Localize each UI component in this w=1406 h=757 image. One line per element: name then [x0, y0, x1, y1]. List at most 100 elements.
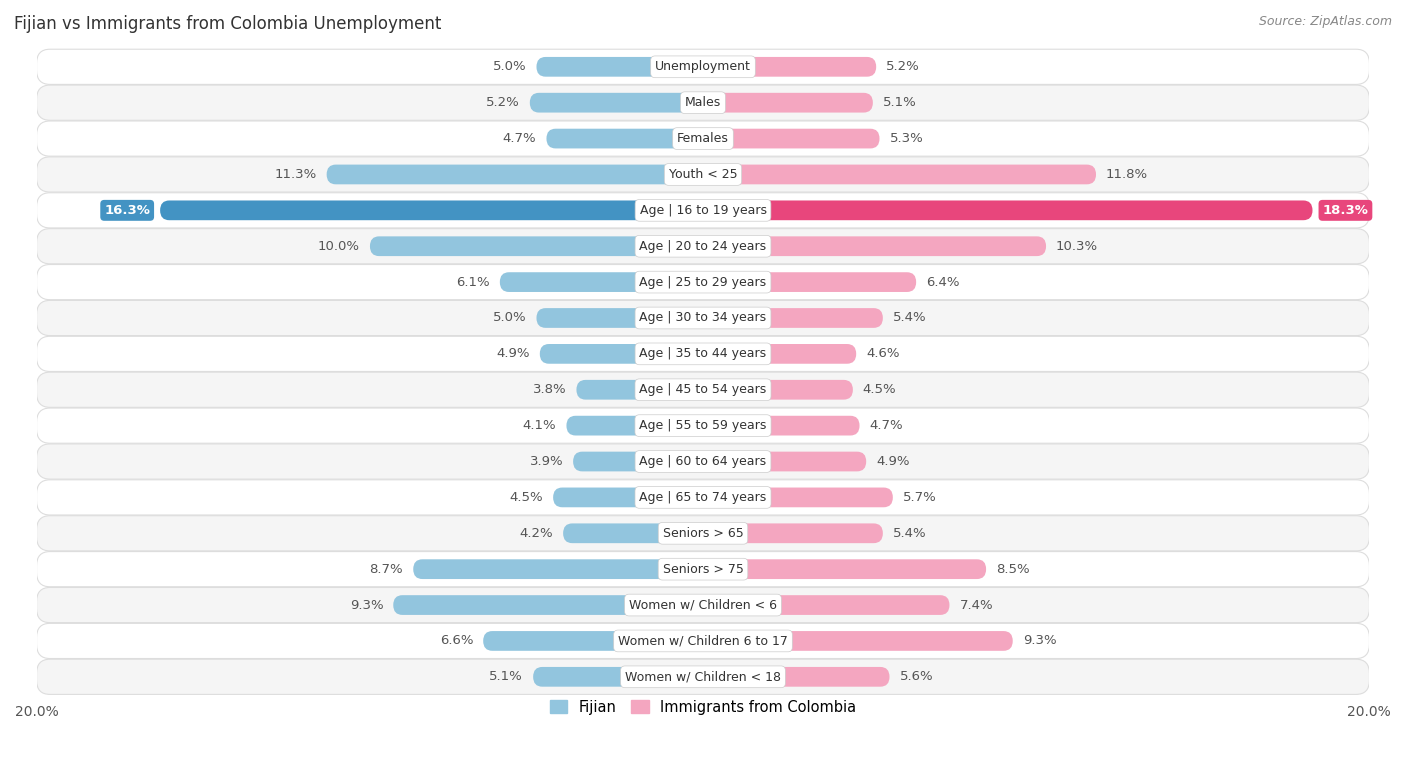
Text: Fijian vs Immigrants from Colombia Unemployment: Fijian vs Immigrants from Colombia Unemp… [14, 15, 441, 33]
Text: Age | 20 to 24 years: Age | 20 to 24 years [640, 240, 766, 253]
Text: 11.3%: 11.3% [274, 168, 316, 181]
FancyBboxPatch shape [703, 559, 986, 579]
FancyBboxPatch shape [160, 201, 703, 220]
FancyBboxPatch shape [574, 452, 703, 472]
Text: 4.9%: 4.9% [496, 347, 530, 360]
Text: Source: ZipAtlas.com: Source: ZipAtlas.com [1258, 15, 1392, 28]
FancyBboxPatch shape [703, 308, 883, 328]
Text: 5.2%: 5.2% [886, 61, 920, 73]
Text: 3.8%: 3.8% [533, 383, 567, 396]
Text: Males: Males [685, 96, 721, 109]
FancyBboxPatch shape [37, 408, 1369, 443]
FancyBboxPatch shape [37, 121, 1369, 156]
Text: 11.8%: 11.8% [1107, 168, 1149, 181]
Text: 4.9%: 4.9% [876, 455, 910, 468]
FancyBboxPatch shape [37, 336, 1369, 372]
Text: 8.7%: 8.7% [370, 562, 404, 575]
FancyBboxPatch shape [370, 236, 703, 256]
FancyBboxPatch shape [703, 631, 1012, 651]
Text: Age | 16 to 19 years: Age | 16 to 19 years [640, 204, 766, 217]
Text: Females: Females [678, 132, 728, 145]
Text: Age | 25 to 29 years: Age | 25 to 29 years [640, 276, 766, 288]
Text: 4.2%: 4.2% [519, 527, 553, 540]
Text: 10.3%: 10.3% [1056, 240, 1098, 253]
Text: Unemployment: Unemployment [655, 61, 751, 73]
FancyBboxPatch shape [703, 129, 880, 148]
Text: Age | 35 to 44 years: Age | 35 to 44 years [640, 347, 766, 360]
FancyBboxPatch shape [394, 595, 703, 615]
Text: 5.0%: 5.0% [494, 311, 526, 325]
Text: 5.1%: 5.1% [489, 670, 523, 684]
Text: Age | 30 to 34 years: Age | 30 to 34 years [640, 311, 766, 325]
FancyBboxPatch shape [37, 229, 1369, 263]
FancyBboxPatch shape [530, 93, 703, 113]
Text: 5.3%: 5.3% [890, 132, 924, 145]
Text: 5.2%: 5.2% [486, 96, 520, 109]
Text: Age | 45 to 54 years: Age | 45 to 54 years [640, 383, 766, 396]
FancyBboxPatch shape [537, 308, 703, 328]
Text: 18.3%: 18.3% [1323, 204, 1368, 217]
Text: Women w/ Children 6 to 17: Women w/ Children 6 to 17 [619, 634, 787, 647]
Text: 9.3%: 9.3% [1022, 634, 1056, 647]
FancyBboxPatch shape [540, 344, 703, 364]
FancyBboxPatch shape [533, 667, 703, 687]
Text: Age | 60 to 64 years: Age | 60 to 64 years [640, 455, 766, 468]
Text: 4.5%: 4.5% [863, 383, 897, 396]
FancyBboxPatch shape [703, 57, 876, 76]
Text: 9.3%: 9.3% [350, 599, 384, 612]
FancyBboxPatch shape [703, 236, 1046, 256]
FancyBboxPatch shape [37, 372, 1369, 407]
Text: 10.0%: 10.0% [318, 240, 360, 253]
Text: 5.1%: 5.1% [883, 96, 917, 109]
FancyBboxPatch shape [484, 631, 703, 651]
Text: 5.7%: 5.7% [903, 491, 936, 504]
FancyBboxPatch shape [703, 523, 883, 544]
Text: 4.5%: 4.5% [509, 491, 543, 504]
FancyBboxPatch shape [703, 93, 873, 113]
FancyBboxPatch shape [37, 516, 1369, 551]
FancyBboxPatch shape [547, 129, 703, 148]
Text: 4.6%: 4.6% [866, 347, 900, 360]
FancyBboxPatch shape [37, 587, 1369, 623]
Text: 4.7%: 4.7% [503, 132, 537, 145]
Text: 16.3%: 16.3% [104, 204, 150, 217]
Text: 6.6%: 6.6% [440, 634, 474, 647]
Text: Women w/ Children < 18: Women w/ Children < 18 [626, 670, 780, 684]
Text: 6.1%: 6.1% [456, 276, 489, 288]
FancyBboxPatch shape [37, 444, 1369, 479]
FancyBboxPatch shape [703, 273, 917, 292]
Text: Youth < 25: Youth < 25 [669, 168, 737, 181]
Text: 7.4%: 7.4% [959, 599, 993, 612]
FancyBboxPatch shape [576, 380, 703, 400]
FancyBboxPatch shape [703, 488, 893, 507]
FancyBboxPatch shape [37, 480, 1369, 515]
FancyBboxPatch shape [499, 273, 703, 292]
Text: Age | 55 to 59 years: Age | 55 to 59 years [640, 419, 766, 432]
FancyBboxPatch shape [564, 523, 703, 544]
Text: 5.4%: 5.4% [893, 311, 927, 325]
FancyBboxPatch shape [537, 57, 703, 76]
FancyBboxPatch shape [37, 157, 1369, 192]
FancyBboxPatch shape [37, 264, 1369, 300]
Text: 5.4%: 5.4% [893, 527, 927, 540]
FancyBboxPatch shape [37, 85, 1369, 120]
FancyBboxPatch shape [703, 344, 856, 364]
FancyBboxPatch shape [37, 659, 1369, 694]
Text: 4.7%: 4.7% [869, 419, 903, 432]
FancyBboxPatch shape [703, 380, 853, 400]
Text: Seniors > 65: Seniors > 65 [662, 527, 744, 540]
FancyBboxPatch shape [703, 667, 890, 687]
Text: 5.6%: 5.6% [900, 670, 934, 684]
Text: 3.9%: 3.9% [530, 455, 564, 468]
FancyBboxPatch shape [326, 164, 703, 184]
FancyBboxPatch shape [37, 193, 1369, 228]
Text: Seniors > 75: Seniors > 75 [662, 562, 744, 575]
FancyBboxPatch shape [37, 49, 1369, 84]
Text: 4.1%: 4.1% [523, 419, 557, 432]
Text: 5.0%: 5.0% [494, 61, 526, 73]
FancyBboxPatch shape [567, 416, 703, 435]
FancyBboxPatch shape [37, 301, 1369, 335]
FancyBboxPatch shape [703, 595, 949, 615]
FancyBboxPatch shape [37, 623, 1369, 659]
FancyBboxPatch shape [703, 416, 859, 435]
